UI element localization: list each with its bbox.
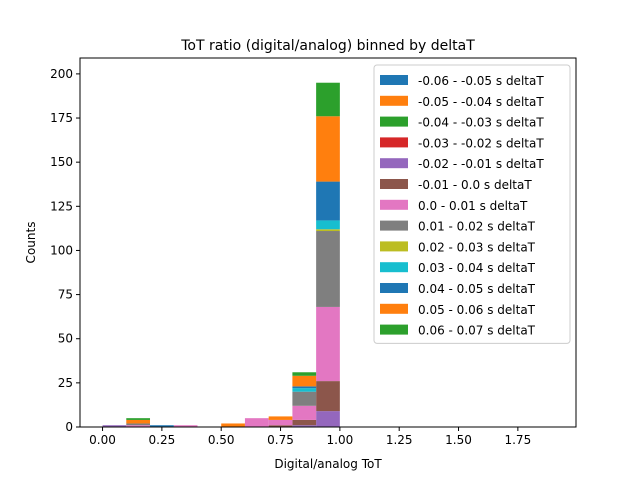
y-tick-label: 25 (58, 376, 73, 390)
bar-series-5-bin-9 (316, 381, 340, 412)
legend-swatch (380, 95, 408, 106)
bar-series-10-bin-8 (292, 386, 317, 389)
y-tick-label: 175 (50, 111, 73, 125)
x-tick-label: 1.50 (445, 433, 472, 447)
legend-label: 0.04 - 0.05 s deltaT (418, 282, 536, 296)
bar-series-5-bin-8 (292, 419, 317, 426)
legend-label: 0.02 - 0.03 s deltaT (418, 240, 536, 254)
bar-series-4-bin-8 (292, 425, 317, 427)
bar-series-11-bin-9 (316, 116, 340, 182)
bar-series-8-bin-9 (316, 229, 340, 232)
bar-series-5-bin-7 (268, 425, 293, 427)
legend-label: 0.06 - 0.07 s deltaT (418, 324, 536, 338)
bar-series-11-bin-8 (292, 375, 317, 387)
legend-label: -0.03 - -0.02 s deltaT (418, 136, 544, 150)
bar-series-6-bin-8 (292, 405, 317, 420)
y-axis-label: Counts (24, 222, 38, 264)
y-tick-label: 125 (50, 199, 73, 213)
bar-series-6-bin-7 (268, 419, 293, 426)
legend-swatch (380, 137, 408, 148)
bar-series-7-bin-9 (316, 231, 340, 307)
legend-swatch (380, 116, 408, 127)
x-tick-label: 1.00 (327, 433, 354, 447)
bar-series-11-bin-1 (126, 419, 151, 424)
y-tick-label: 200 (50, 67, 73, 81)
chart-title: ToT ratio (digital/analog) binned by del… (180, 38, 475, 54)
bar-series-6-bin-1 (126, 425, 151, 427)
x-tick-label: 0.75 (267, 433, 294, 447)
bar-series-4-bin-9 (316, 411, 340, 427)
legend-swatch (380, 283, 408, 293)
legend-label: 0.01 - 0.02 s deltaT (418, 220, 536, 234)
bar-series-12-bin-1 (126, 418, 151, 420)
legend-swatch (380, 220, 408, 231)
legend-swatch (380, 158, 408, 169)
bar-series-9-bin-8 (292, 388, 317, 392)
legend-swatch (380, 262, 408, 273)
legend: -0.06 - -0.05 s deltaT -0.05 - -0.04 s de… (373, 64, 571, 344)
x-tick-label: 1.25 (386, 433, 413, 447)
legend-label: -0.06 - -0.05 s deltaT (418, 74, 544, 88)
bar-series-6-bin-9 (316, 306, 340, 382)
legend-swatch (380, 199, 408, 210)
legend-swatch (380, 75, 408, 85)
legend-label: 0.05 - 0.06 s deltaT (418, 303, 536, 317)
x-axis-label: Digital/analog ToT (274, 457, 382, 471)
bar-series-12-bin-8 (292, 372, 317, 376)
bar-layer (102, 82, 340, 427)
bar-series-4-bin-0 (102, 425, 127, 427)
legend-label: 0.03 - 0.04 s deltaT (418, 261, 536, 275)
bar-series-7-bin-1 (126, 423, 151, 426)
x-tick-label: 0.25 (149, 433, 176, 447)
legend-label: -0.02 - -0.01 s deltaT (418, 157, 544, 171)
y-tick-label: 50 (58, 332, 73, 346)
bar-series-10-bin-2 (150, 425, 174, 427)
legend-swatch (380, 241, 408, 252)
legend-label: -0.01 - 0.0 s deltaT (418, 178, 532, 192)
bar-series-12-bin-9 (316, 82, 340, 117)
legend-swatch (380, 303, 408, 314)
y-tick-label: 0 (65, 420, 73, 434)
plot-frame (79, 57, 577, 428)
legend-swatch (380, 179, 408, 189)
x-tick-label: 0.00 (89, 433, 116, 447)
y-tick-label: 100 (50, 243, 73, 257)
y-tick-label: 75 (58, 288, 73, 302)
bar-series-11-bin-5 (221, 423, 245, 427)
y-tick-label: 150 (50, 155, 73, 169)
bar-series-9-bin-9 (316, 220, 340, 230)
x-axis-ticks: 0.00 0.25 0.50 0.75 1.00 1.25 1.50 1.75 (89, 427, 531, 447)
bar-series-6-bin-6 (244, 418, 269, 427)
legend-label: -0.05 - -0.04 s deltaT (418, 95, 544, 109)
bar-series-11-bin-7 (268, 416, 293, 420)
legend-swatch (380, 324, 408, 335)
bar-series-7-bin-8 (292, 391, 317, 406)
bar-series-10-bin-9 (316, 181, 340, 221)
legend-label: 0.0 - 0.01 s deltaT (418, 199, 528, 213)
y-axis-ticks: 0 25 50 75 100 125 150 175 200 (50, 67, 80, 434)
legend-box (373, 64, 571, 344)
x-tick-label: 0.50 (208, 433, 235, 447)
bar-series-6-bin-3 (173, 425, 198, 427)
x-tick-label: 1.75 (504, 433, 531, 447)
legend-label: -0.04 - -0.03 s deltaT (418, 116, 544, 130)
